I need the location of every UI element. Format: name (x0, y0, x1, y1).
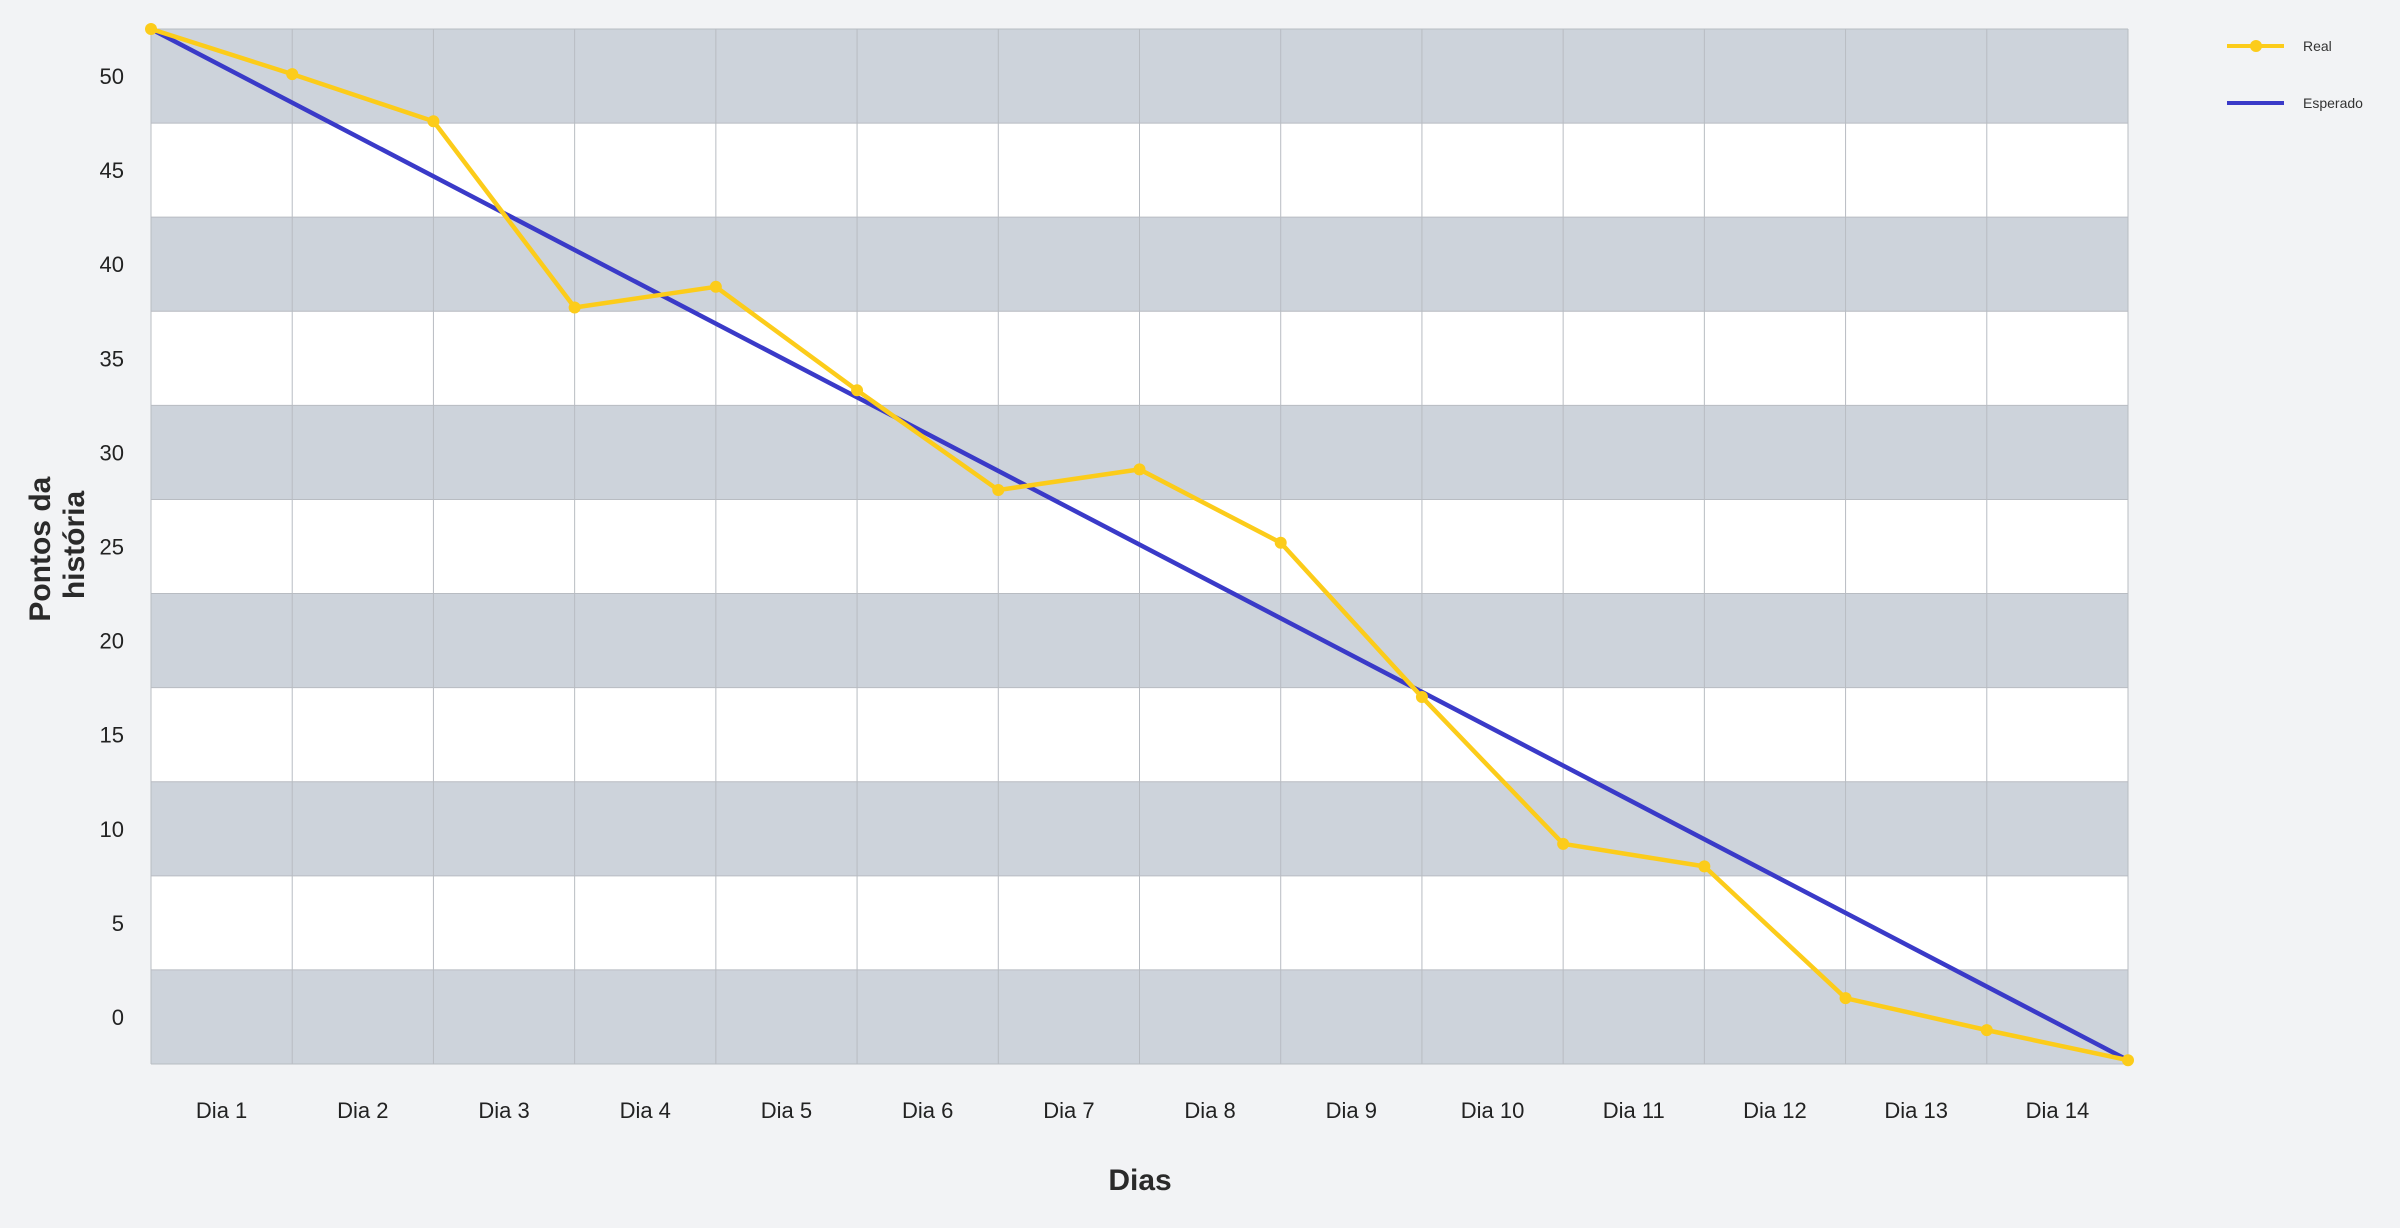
x-tick-label: Dia 14 (2026, 1098, 2090, 1123)
x-tick-label: Dia 5 (761, 1098, 812, 1123)
x-tick-label: Dia 7 (1043, 1098, 1094, 1123)
x-axis-ticks: Dia 1 Dia 2 Dia 3 Dia 4 Dia 5 Dia 6 Dia 7 Dia 8… (196, 1098, 2089, 1123)
legend: Real Esperado (2227, 38, 2363, 111)
data-point-real (1557, 837, 1570, 850)
x-axis-title: Dias (1108, 1164, 1171, 1197)
data-point-real (992, 484, 1005, 497)
data-point-real (1415, 691, 1428, 704)
x-tick-label: Dia 2 (337, 1098, 388, 1123)
y-axis-ticks: 0 5 10 15 20 25 30 35 40 45 50 (100, 64, 124, 1030)
y-axis-title: Pontos da história (24, 468, 91, 621)
x-tick-label: Dia 13 (1884, 1098, 1948, 1123)
x-tick-label: Dia 6 (902, 1098, 953, 1123)
y-tick-label: 30 (100, 440, 124, 465)
legend-label-esperado: Esperado (2303, 95, 2363, 111)
y-tick-label: 5 (112, 911, 124, 936)
y-tick-label: 20 (100, 629, 124, 654)
data-point-real (286, 68, 299, 81)
data-point-real (1980, 1024, 1993, 1037)
y-axis-title-line-1: Pontos da (24, 476, 57, 621)
data-point-real (427, 115, 440, 128)
x-tick-label: Dia 12 (1743, 1098, 1807, 1123)
y-tick-label: 40 (100, 252, 124, 277)
y-tick-label: 35 (100, 346, 124, 371)
x-tick-label: Dia 8 (1184, 1098, 1235, 1123)
x-tick-label: Dia 1 (196, 1098, 247, 1123)
series-layer (145, 23, 2134, 1067)
y-tick-label: 45 (100, 158, 124, 183)
grid-lines (150, 28, 2129, 1065)
y-tick-label: 15 (100, 723, 124, 748)
data-point-real (709, 280, 722, 293)
data-point-real (1839, 992, 1852, 1005)
data-point-real (1133, 463, 1146, 476)
data-point-real (1698, 860, 1711, 873)
legend-marker-real (2250, 40, 2262, 52)
y-tick-label: 25 (100, 535, 124, 560)
y-tick-label: 10 (100, 817, 124, 842)
series-line-esperado (148, 26, 2131, 1063)
y-tick-label: 0 (112, 1005, 124, 1030)
x-tick-label: Dia 9 (1326, 1098, 1377, 1123)
y-axis-title-line-2: história (58, 491, 91, 600)
data-point-real (145, 23, 157, 35)
x-tick-label: Dia 11 (1603, 1098, 1665, 1123)
x-tick-label: Dia 10 (1461, 1098, 1525, 1123)
data-point-real (851, 384, 864, 397)
x-tick-label: Dia 3 (478, 1098, 529, 1123)
x-tick-label: Dia 4 (620, 1098, 671, 1123)
data-point-real (568, 301, 581, 314)
legend-label-real: Real (2303, 38, 2332, 54)
y-tick-label: 50 (100, 64, 124, 89)
data-point-real (1274, 536, 1287, 549)
data-point-real (2122, 1054, 2134, 1067)
